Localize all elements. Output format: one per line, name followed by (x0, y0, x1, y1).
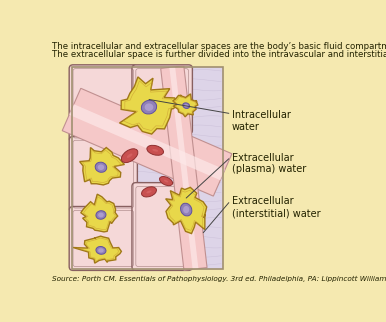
Ellipse shape (141, 100, 157, 114)
Ellipse shape (98, 213, 104, 217)
Polygon shape (161, 66, 207, 270)
Polygon shape (73, 236, 121, 263)
Polygon shape (69, 104, 225, 180)
Polygon shape (80, 147, 124, 185)
Polygon shape (120, 77, 180, 134)
Text: Intracellular
water: Intracellular water (232, 110, 291, 132)
Polygon shape (81, 194, 118, 232)
Ellipse shape (127, 154, 132, 158)
Polygon shape (166, 187, 207, 233)
Text: The intracellular and extracellular spaces are the body’s basic fluid compartmen: The intracellular and extracellular spac… (52, 43, 386, 52)
Ellipse shape (184, 104, 188, 107)
Ellipse shape (121, 149, 138, 163)
Text: Extracellular
(plasma) water: Extracellular (plasma) water (232, 153, 306, 174)
Polygon shape (169, 67, 198, 269)
Ellipse shape (145, 103, 153, 111)
Ellipse shape (183, 206, 189, 213)
Ellipse shape (147, 145, 164, 155)
Ellipse shape (181, 203, 192, 216)
Bar (71, 67, 223, 269)
Text: Source: Porth CM. Essentials of Pathophysiology. 3rd ed. Philadelphia, PA: Lippi: Source: Porth CM. Essentials of Pathophy… (52, 276, 386, 282)
Ellipse shape (98, 248, 104, 252)
Ellipse shape (152, 149, 158, 152)
FancyBboxPatch shape (69, 65, 137, 142)
Bar (71, 67, 223, 269)
Ellipse shape (183, 103, 190, 109)
FancyBboxPatch shape (132, 65, 192, 134)
Ellipse shape (146, 190, 152, 193)
FancyBboxPatch shape (132, 183, 192, 270)
FancyBboxPatch shape (69, 206, 137, 270)
Ellipse shape (96, 247, 106, 254)
Text: Extracellular
(interstitial) water: Extracellular (interstitial) water (232, 196, 320, 218)
FancyBboxPatch shape (69, 137, 137, 212)
Ellipse shape (159, 176, 173, 186)
Ellipse shape (95, 162, 107, 172)
Ellipse shape (142, 187, 156, 197)
Ellipse shape (98, 165, 104, 170)
Ellipse shape (164, 180, 168, 183)
Text: The extracellular space is further divided into the intravascular and interstiti: The extracellular space is further divid… (52, 50, 386, 59)
Polygon shape (62, 88, 232, 196)
Polygon shape (173, 94, 198, 117)
Ellipse shape (96, 211, 106, 219)
